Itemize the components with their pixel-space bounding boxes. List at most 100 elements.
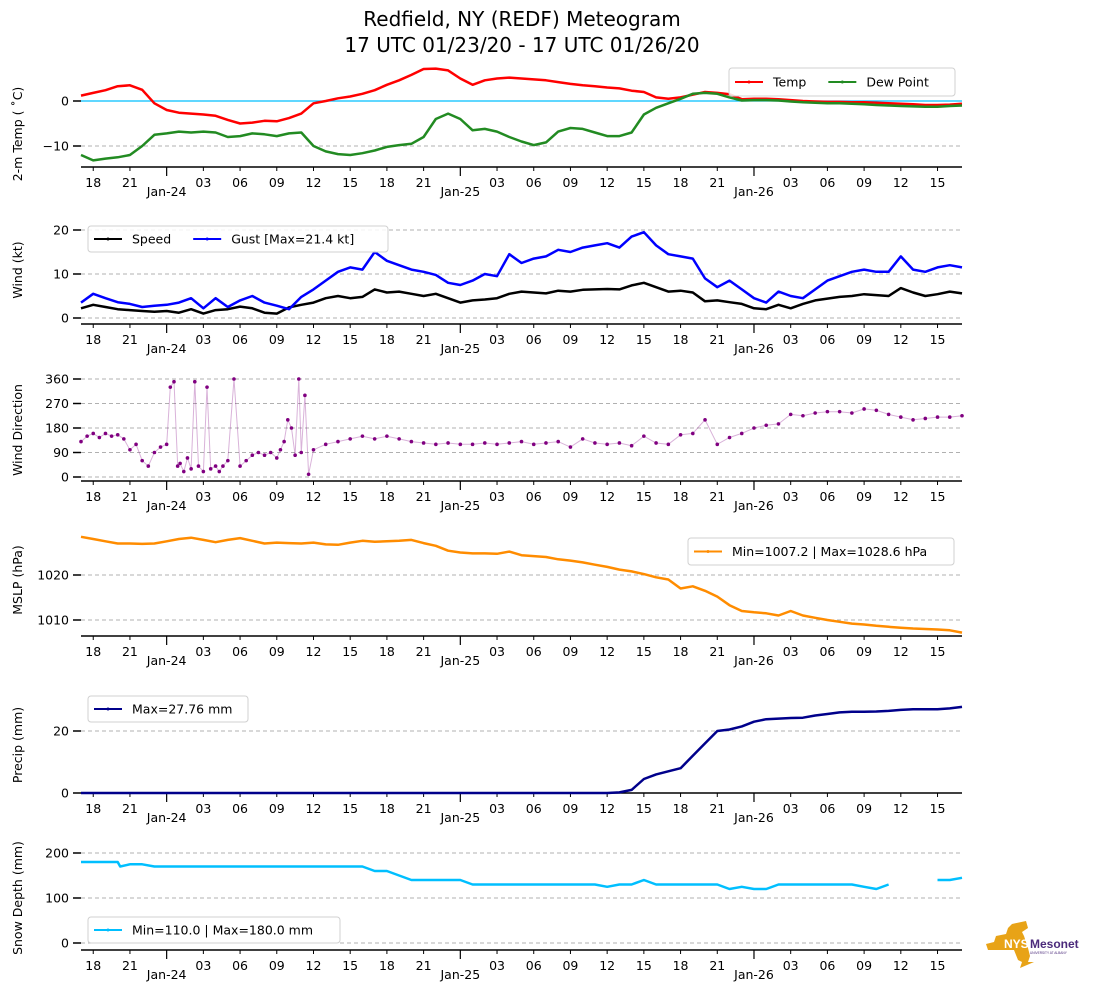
y-tick-label: 20 xyxy=(53,724,69,739)
series-line-min xyxy=(81,860,963,891)
data-point xyxy=(678,433,683,437)
x-tick-label: 15 xyxy=(342,332,358,347)
chart-title: Redfield, NY (REDF) Meteogram 17 UTC 01/… xyxy=(0,6,1044,58)
x-tick-label: 12 xyxy=(306,332,322,347)
x-tick-label: 18 xyxy=(85,644,101,659)
x-tick-label: 21 xyxy=(416,958,432,973)
data-point xyxy=(385,434,389,438)
x-tick-label: 12 xyxy=(599,175,615,190)
data-point xyxy=(544,441,548,445)
x-tick-label: 12 xyxy=(599,489,615,504)
legend-precip: Max=27.76 mm xyxy=(87,695,249,723)
x-tick-label: 03 xyxy=(783,801,799,816)
x-tick-label: 18 xyxy=(673,489,689,504)
x-tick-label: 12 xyxy=(599,332,615,347)
x-tick-label: 18 xyxy=(85,801,101,816)
y-tick-label: 1020 xyxy=(37,568,69,583)
x-tick-label: 12 xyxy=(306,958,322,973)
y-tick-label: 20 xyxy=(53,223,69,238)
y-tick-label: 0 xyxy=(61,94,69,109)
data-point xyxy=(372,437,377,441)
x-tick-label: 03 xyxy=(195,801,211,816)
x-tick-label: 12 xyxy=(893,958,909,973)
x-tick-label: 03 xyxy=(489,644,505,659)
data-point xyxy=(146,464,151,468)
x-tick-label: 21 xyxy=(122,644,138,659)
x-tick-label: 03 xyxy=(195,332,211,347)
x-tick-label: 21 xyxy=(709,332,725,347)
x-tick-label: 12 xyxy=(306,489,322,504)
data-point xyxy=(923,416,928,421)
data-point xyxy=(196,464,201,468)
data-point xyxy=(434,442,438,447)
legend-wind: Speed Gust [Max=21.4 kt] xyxy=(87,225,389,253)
data-point xyxy=(899,415,903,419)
x-tick-label: 12 xyxy=(893,332,909,347)
x-tick-label: 03 xyxy=(195,489,211,504)
y-axis-label: MSLP (hPa) xyxy=(10,545,25,615)
x-tick-label: 03 xyxy=(783,958,799,973)
data-point xyxy=(221,464,225,468)
x-tick-label: 12 xyxy=(306,175,322,190)
logo-mesonet-text: Mesonet xyxy=(1030,937,1079,951)
x-tick-label: 15 xyxy=(636,958,652,973)
panel-precip: 0 20 18 21 03 06 09 12 15 18 21 03 06 09 12 15 18 21 03 06 0… xyxy=(10,695,963,825)
legend-marker xyxy=(106,237,110,241)
series-line-temp xyxy=(80,67,963,125)
data-point xyxy=(306,472,311,477)
data-point xyxy=(103,431,108,436)
data-point xyxy=(192,379,197,384)
data-point xyxy=(947,415,952,419)
data-point xyxy=(825,409,830,414)
data-point xyxy=(299,450,304,455)
data-point xyxy=(109,434,114,438)
x-tick-label: 15 xyxy=(636,644,652,659)
data-point xyxy=(85,434,89,438)
x-tick-label: 09 xyxy=(269,644,285,659)
x-tick-label: 21 xyxy=(416,801,432,816)
x-tick-label: 03 xyxy=(489,175,505,190)
x-tick-label: 03 xyxy=(195,958,211,973)
legend-mslp: Min=1007.2 | Max=1028.6 hPa xyxy=(687,537,955,566)
legend-marker xyxy=(205,237,209,241)
data-point xyxy=(122,437,126,441)
series-line-dew xyxy=(80,91,963,162)
data-point xyxy=(297,377,301,381)
x-major-tick-label: Jan-26 xyxy=(733,810,774,825)
x-tick-label: 03 xyxy=(489,489,505,504)
data-point xyxy=(568,445,573,449)
x-tick-label: 15 xyxy=(930,644,946,659)
x-tick-label: 12 xyxy=(306,801,322,816)
x-tick-label: 21 xyxy=(709,489,725,504)
x-tick-label: 21 xyxy=(709,644,725,659)
x-major-tick-label: Jan-26 xyxy=(733,184,774,199)
x-tick-label: 18 xyxy=(85,958,101,973)
panel-mslp: 1010 1020 18 21 03 06 09 12 15 18 21 03 06 09 12 15 18 21… xyxy=(10,535,963,668)
legend-box xyxy=(87,916,341,944)
x-major-tick-label: Jan-25 xyxy=(439,341,480,356)
data-point xyxy=(850,411,854,415)
panel-wind: 0 10 20 18 21 03 06 09 12 15 18 21 03 06 09 12 15 18 21 03 0… xyxy=(10,223,963,356)
x-tick-label: 06 xyxy=(819,801,835,816)
legend-label: Speed xyxy=(132,232,171,247)
x-major-tick-label: Jan-24 xyxy=(146,498,187,513)
x-tick-label: 06 xyxy=(232,489,248,504)
x-tick-label: 03 xyxy=(489,332,505,347)
x-major-tick-label: Jan-24 xyxy=(146,653,187,668)
legend-box xyxy=(87,225,389,253)
x-tick-label: 06 xyxy=(232,801,248,816)
data-point xyxy=(360,434,365,438)
data-point xyxy=(886,412,891,417)
data-point xyxy=(691,431,695,436)
data-point xyxy=(128,447,132,452)
data-point xyxy=(654,441,658,445)
x-tick-label: 09 xyxy=(269,958,285,973)
x-tick-label: 18 xyxy=(379,332,395,347)
data-point xyxy=(752,426,756,430)
data-point xyxy=(446,441,450,445)
x-tick-label: 21 xyxy=(122,332,138,347)
x-tick-label: 06 xyxy=(526,801,542,816)
x-tick-label: 21 xyxy=(416,489,432,504)
x-tick-label: 09 xyxy=(562,801,578,816)
x-tick-label: 06 xyxy=(819,644,835,659)
